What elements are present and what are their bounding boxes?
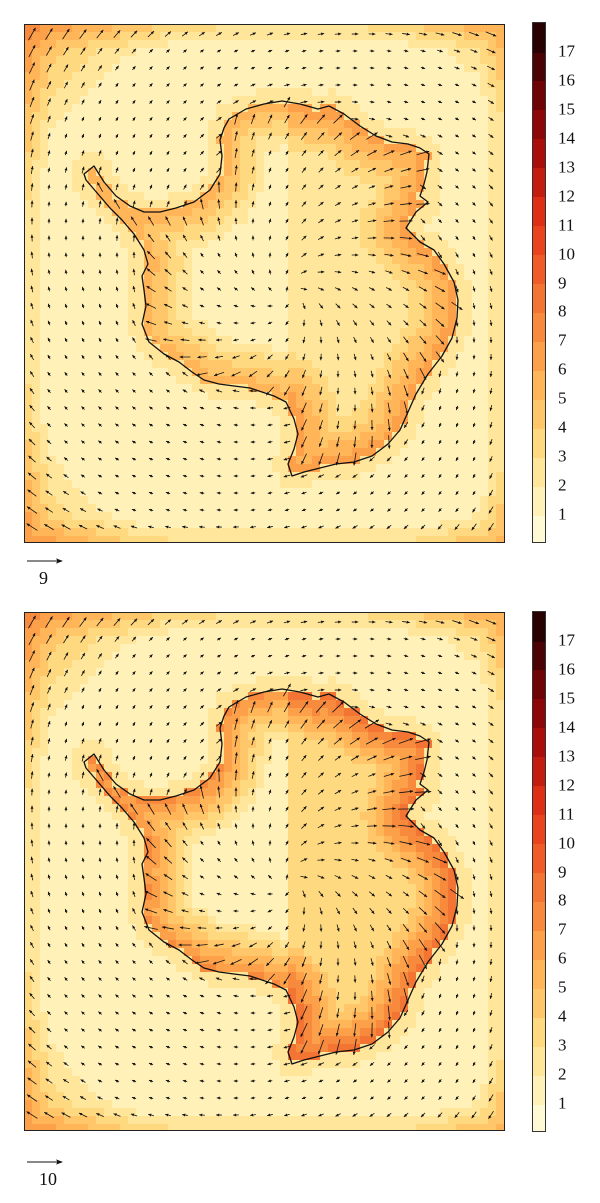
colorbar-cell bbox=[533, 254, 545, 285]
colorbar-cell bbox=[533, 1017, 545, 1047]
colorbar-tick-label: 1 bbox=[558, 1093, 567, 1113]
colorbar-tick-label: 6 bbox=[558, 359, 567, 379]
colorbar-cell bbox=[533, 988, 545, 1018]
colorbar-tick-label: 10 bbox=[558, 833, 575, 853]
colorbar-tick-label: 8 bbox=[558, 890, 567, 910]
colorbar-cell bbox=[533, 486, 545, 516]
colorbar-cell bbox=[533, 843, 545, 874]
colorbar-tick-label: 17 bbox=[558, 630, 575, 650]
colorbar-cell bbox=[533, 901, 545, 931]
wind-vectors bbox=[26, 615, 497, 1120]
colorbar-tick-label: 10 bbox=[558, 244, 575, 264]
colorbar-cell bbox=[533, 669, 545, 700]
colorbar-cell bbox=[533, 399, 545, 429]
wind-speed-shading bbox=[24, 612, 505, 1131]
colorbar-tick-label: 9 bbox=[558, 273, 567, 292]
colorbar-cell bbox=[533, 51, 545, 82]
colorbar: 1 2 3 4 5 6 7 8 9 10 11 12 13 14 15 16 17 bbox=[532, 22, 575, 543]
colorbar-tick-label: 14 bbox=[558, 717, 575, 737]
speed-cells bbox=[24, 612, 505, 1131]
colorbar-tick-label: 15 bbox=[558, 99, 575, 119]
colorbar-tick-label: 7 bbox=[558, 919, 567, 939]
colorbar-tick-label: 11 bbox=[558, 215, 575, 235]
wind-vectors bbox=[26, 27, 497, 532]
colorbar-tick-label: 2 bbox=[558, 1064, 567, 1084]
colorbar-tick-label: 8 bbox=[558, 301, 567, 321]
speed-cells bbox=[24, 24, 505, 543]
colorbar-tick-label: 16 bbox=[558, 659, 575, 679]
colorbar-tick-label: 15 bbox=[558, 688, 575, 708]
colorbar-tick-label: 3 bbox=[558, 446, 567, 466]
colorbar: 1 2 3 4 5 6 7 8 9 10 11 12 13 14 15 16 17 bbox=[532, 611, 575, 1132]
reference-arrow-icon bbox=[27, 558, 63, 564]
reference-vector-label: 9 bbox=[39, 568, 48, 588]
colorbar-cell bbox=[533, 640, 545, 671]
colorbar-cell bbox=[533, 756, 545, 787]
colorbar-cell bbox=[533, 225, 545, 256]
colorbar-cell bbox=[533, 109, 545, 140]
colorbar-cell bbox=[533, 515, 545, 542]
colorbar-tick-label: 7 bbox=[558, 330, 567, 350]
colorbar-tick-label: 3 bbox=[558, 1035, 567, 1055]
colorbar-cell bbox=[533, 23, 545, 53]
map-frame bbox=[24, 612, 505, 1131]
coastline bbox=[83, 688, 459, 1065]
colorbar-cell bbox=[533, 80, 545, 111]
colorbar-scale bbox=[532, 611, 546, 1132]
colorbar-tick-label: 17 bbox=[558, 41, 575, 61]
colorbar-cell bbox=[533, 370, 545, 400]
colorbar-tick-label: 4 bbox=[558, 417, 567, 437]
colorbar-cell bbox=[533, 959, 545, 989]
colorbar-cell bbox=[533, 1046, 545, 1076]
coastline bbox=[83, 100, 459, 477]
colorbar-cell bbox=[533, 341, 545, 371]
colorbar-tick-label: 13 bbox=[558, 157, 575, 177]
colorbar-cell bbox=[533, 814, 545, 845]
colorbar-tick-label: 9 bbox=[558, 862, 567, 881]
reference-vector-label: 10 bbox=[39, 1169, 57, 1189]
reference-arrow-icon bbox=[27, 1159, 63, 1165]
colorbar-tick-label: 5 bbox=[558, 388, 567, 408]
colorbar-cell bbox=[533, 1104, 545, 1131]
colorbar-tick-label: 2 bbox=[558, 475, 567, 495]
colorbar-tick-label: 11 bbox=[558, 804, 575, 824]
colorbar-tick-label: 4 bbox=[558, 1006, 567, 1026]
colorbar-tick-label: 13 bbox=[558, 746, 575, 766]
colorbar-cell bbox=[533, 698, 545, 729]
colorbar-tick-label: 16 bbox=[558, 70, 575, 90]
wind-speed-shading bbox=[24, 24, 505, 543]
colorbar-scale bbox=[532, 22, 546, 543]
map-panel-bottom: 1 2 3 4 5 6 7 8 9 10 11 12 13 14 15 16 17 10 bbox=[0, 598, 600, 1189]
reference-vector: 9 bbox=[27, 556, 67, 588]
colorbar-cell bbox=[533, 167, 545, 198]
colorbar-cell bbox=[533, 457, 545, 487]
wind-field-map bbox=[24, 612, 505, 1131]
map-frame bbox=[24, 24, 505, 543]
colorbar-cell bbox=[533, 283, 545, 314]
colorbar-cell bbox=[533, 785, 545, 816]
colorbar-tick-label: 12 bbox=[558, 775, 575, 795]
colorbar-cell bbox=[533, 428, 545, 458]
colorbar-tick-label: 6 bbox=[558, 948, 567, 968]
map-panel-top: 1 2 3 4 5 6 7 8 9 10 11 12 13 14 15 16 17 9 bbox=[0, 0, 600, 590]
colorbar-cell bbox=[533, 312, 545, 342]
colorbar-cell bbox=[533, 138, 545, 169]
wind-field-map bbox=[24, 24, 505, 543]
colorbar-tick-label: 14 bbox=[558, 128, 575, 148]
colorbar-cell bbox=[533, 727, 545, 758]
colorbar-cell bbox=[533, 1075, 545, 1105]
colorbar-cell bbox=[533, 196, 545, 227]
colorbar-tick-label: 5 bbox=[558, 977, 567, 997]
colorbar-cell bbox=[533, 612, 545, 642]
colorbar-tick-label: 12 bbox=[558, 186, 575, 206]
colorbar-cell bbox=[533, 930, 545, 960]
colorbar-tick-label: 1 bbox=[558, 504, 567, 524]
colorbar-cell bbox=[533, 872, 545, 903]
reference-vector: 10 bbox=[27, 1157, 67, 1189]
